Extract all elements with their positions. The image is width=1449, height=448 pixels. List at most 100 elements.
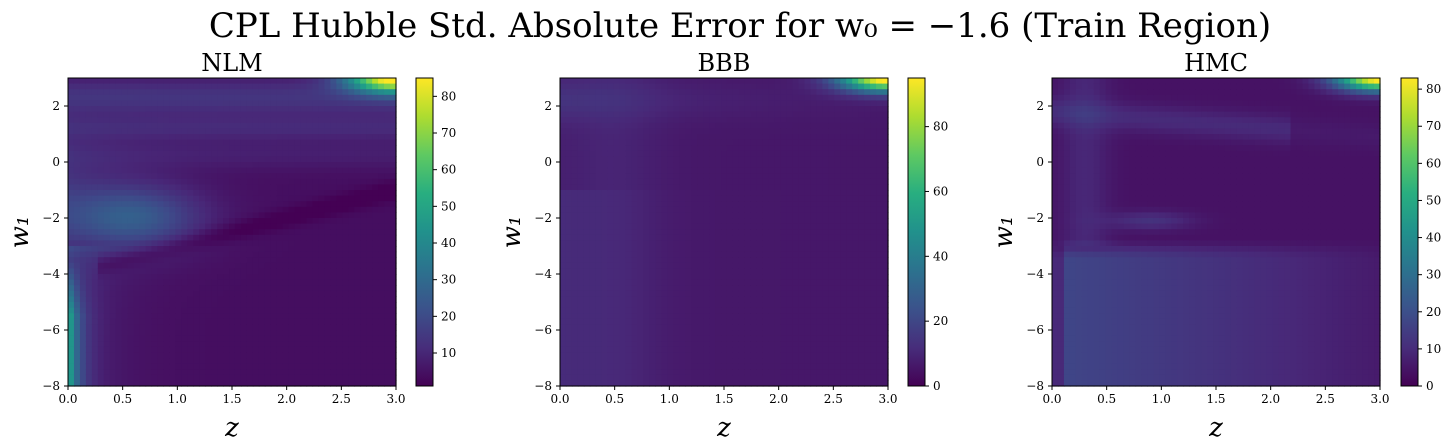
heatmap-cell	[667, 229, 674, 236]
heatmap-cell	[756, 206, 764, 213]
heatmap-cell	[360, 223, 367, 230]
heatmap-cell	[721, 134, 728, 141]
heatmap-cell	[169, 346, 176, 353]
heatmap-cell	[384, 78, 391, 85]
heatmap-cell	[715, 156, 722, 163]
heatmap-cell	[264, 374, 272, 381]
heatmap-cell	[726, 352, 734, 359]
heatmap-cell	[732, 150, 740, 157]
heatmap-cell	[372, 285, 379, 292]
heatmap-cell	[667, 313, 674, 320]
heatmap-cell	[163, 218, 170, 225]
heatmap-cell	[282, 302, 290, 309]
heatmap-cell	[348, 223, 355, 230]
heatmap-cell	[79, 274, 87, 281]
heatmap-cell	[103, 218, 111, 225]
heatmap-cell	[726, 358, 734, 365]
heatmap-cell	[697, 296, 704, 303]
heatmap-cell	[631, 111, 639, 118]
heatmap-cell	[121, 223, 129, 230]
heatmap-cell	[318, 369, 326, 376]
heatmap-cell	[270, 290, 278, 297]
heatmap-cell	[229, 302, 236, 309]
heatmap-cell	[360, 78, 367, 85]
heatmap-cell	[342, 111, 349, 118]
heatmap-cell	[762, 279, 770, 286]
heatmap-cell	[145, 352, 153, 359]
heatmap-cell	[709, 212, 716, 219]
heatmap-cell	[73, 380, 81, 387]
heatmap-cell	[223, 150, 230, 157]
heatmap-cell	[181, 246, 188, 253]
heatmap-cell	[115, 223, 123, 230]
heatmap-cell	[91, 274, 99, 281]
heatmap-cell	[378, 369, 385, 376]
heatmap-cell	[127, 229, 135, 236]
heatmap-cell	[300, 111, 308, 118]
heatmap-cell	[583, 290, 591, 297]
heatmap-cell	[649, 374, 657, 381]
heatmap-cell	[732, 240, 740, 247]
heatmap-cell	[565, 178, 573, 185]
heatmap-cell	[703, 178, 710, 185]
heatmap-cell	[583, 195, 591, 202]
heatmap-cell	[625, 145, 633, 152]
heatmap-cell	[619, 274, 627, 281]
heatmap-cell	[318, 240, 326, 247]
heatmap-cell	[679, 178, 686, 185]
heatmap-cell	[360, 106, 367, 113]
heatmap-cell	[252, 134, 260, 141]
heatmap-cell	[655, 218, 662, 225]
heatmap-cell	[187, 341, 194, 348]
heatmap-cell	[384, 341, 391, 348]
heatmap-cell	[68, 201, 75, 208]
heatmap-cell	[211, 167, 218, 174]
heatmap-cell	[726, 162, 734, 169]
heatmap-cell	[223, 251, 230, 258]
heatmap-cell	[613, 346, 621, 353]
heatmap-cell	[300, 262, 308, 269]
heatmap-cell	[318, 89, 326, 96]
heatmap-cell	[205, 307, 212, 314]
heatmap-cell	[205, 358, 212, 365]
heatmap-cell	[264, 240, 272, 247]
heatmap-cell	[181, 100, 188, 107]
heatmap-cell	[756, 106, 764, 113]
heatmap-cell	[625, 201, 633, 208]
heatmap-cell	[601, 352, 609, 359]
heatmap-cell	[229, 324, 236, 331]
heatmap-cell	[157, 363, 165, 370]
heatmap-cell	[282, 341, 290, 348]
heatmap-cell	[589, 363, 597, 370]
heatmap-cell	[661, 106, 668, 113]
heatmap-cell	[756, 363, 764, 370]
heatmap-cell	[726, 173, 734, 180]
heatmap-cell	[348, 117, 355, 124]
heatmap-cell	[127, 318, 135, 325]
heatmap-cell	[679, 89, 686, 96]
heatmap-cell	[661, 190, 668, 197]
heatmap-cell	[229, 274, 236, 281]
heatmap-cell	[282, 201, 290, 208]
heatmap-cell	[139, 122, 147, 129]
heatmap-cell	[300, 117, 308, 124]
heatmap-cell	[240, 302, 248, 309]
heatmap-cell	[744, 363, 752, 370]
heatmap-cell	[91, 313, 99, 320]
heatmap-cell	[205, 223, 212, 230]
heatmap-cell	[79, 279, 87, 286]
heatmap-cell	[643, 296, 651, 303]
heatmap-cell	[258, 380, 266, 387]
heatmap-cell	[583, 346, 591, 353]
heatmap-cell	[163, 78, 170, 85]
heatmap-cell	[738, 346, 746, 353]
heatmap-cell	[601, 184, 609, 191]
heatmap-cell	[571, 184, 579, 191]
heatmap-cell	[68, 313, 75, 320]
heatmap-cell	[97, 190, 105, 197]
heatmap-cell	[115, 173, 123, 180]
heatmap-cell	[613, 106, 621, 113]
heatmap-cell	[97, 279, 105, 286]
heatmap-cell	[163, 279, 170, 286]
heatmap-cell	[330, 139, 337, 146]
